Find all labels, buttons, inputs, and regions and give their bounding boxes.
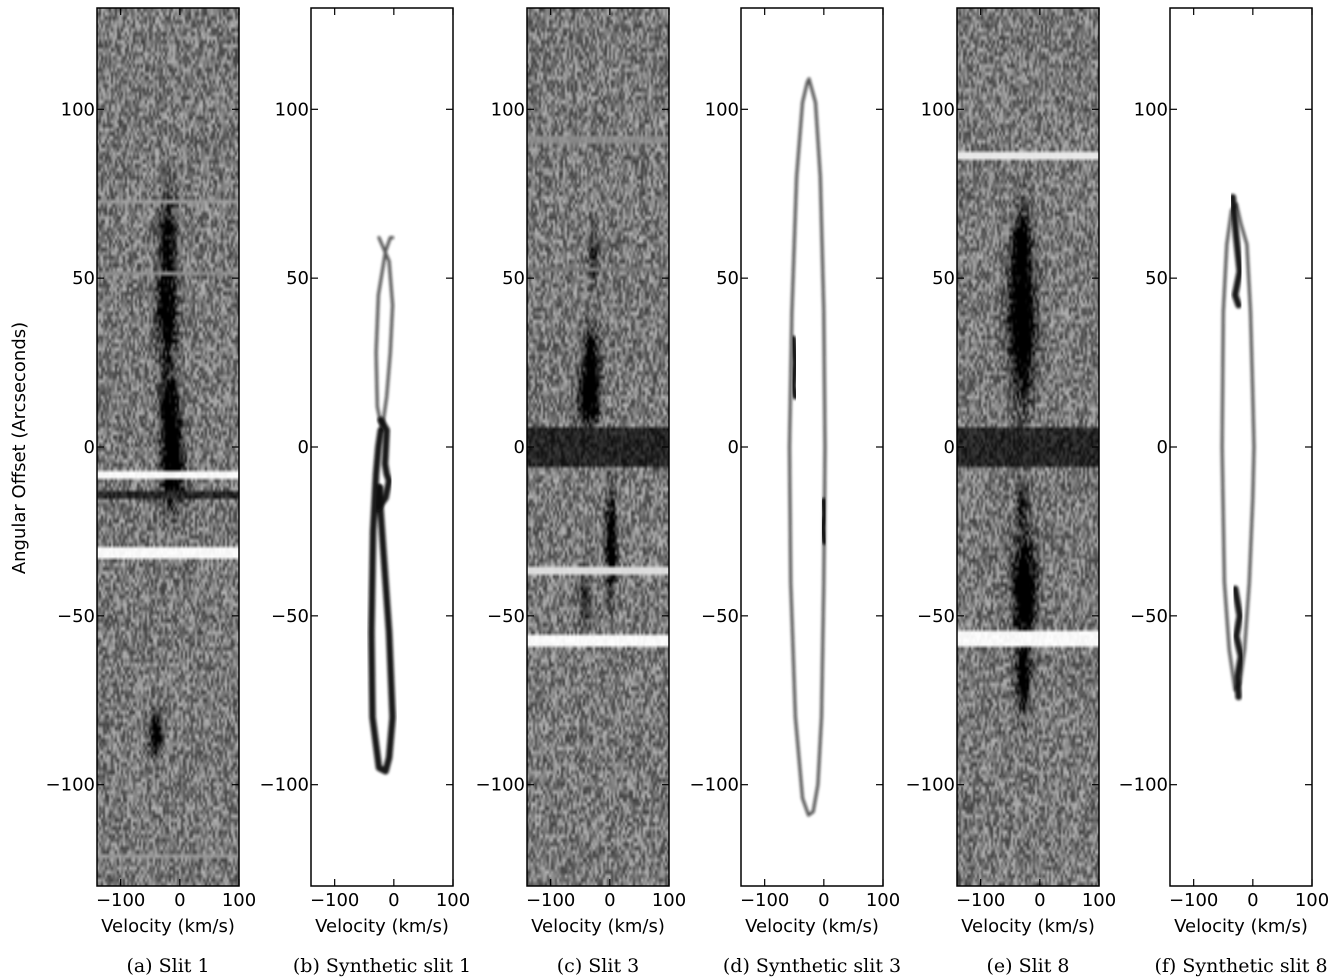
x-tick-label: 100 <box>222 890 256 911</box>
y-tick-label: 100 <box>1134 99 1168 120</box>
x-tick-label: −100 <box>96 890 145 911</box>
y-tick-label: 50 <box>716 268 739 289</box>
spectrum-image <box>97 8 239 886</box>
y-tick-label: 100 <box>275 99 309 120</box>
y-tick-label: 50 <box>1145 268 1168 289</box>
y-tick-label: −50 <box>1130 606 1168 627</box>
y-tick-label: 100 <box>705 99 739 120</box>
x-tick-label: −100 <box>526 890 575 911</box>
x-axis-label: Velocity (km/s) <box>745 916 879 937</box>
x-axis-label: Velocity (km/s) <box>101 916 235 937</box>
y-tick-label: 0 <box>728 437 739 458</box>
y-tick-label: −50 <box>57 606 95 627</box>
y-tick-label: 50 <box>502 268 525 289</box>
panel-caption: (b) Synthetic slit 1 <box>293 955 471 977</box>
x-tick-label: 100 <box>652 890 686 911</box>
y-tick-label: −50 <box>487 606 525 627</box>
x-tick-label: −100 <box>740 890 789 911</box>
x-tick-label: 100 <box>1295 890 1329 911</box>
x-axis-label: Velocity (km/s) <box>315 916 449 937</box>
x-tick-label: 0 <box>604 890 615 911</box>
y-axis-label: Angular Offset (Arcseconds) <box>9 322 30 574</box>
x-tick-label: −100 <box>310 890 359 911</box>
x-axis-label: Velocity (km/s) <box>1174 916 1308 937</box>
spectrum-image <box>527 8 669 886</box>
emission-knot <box>375 416 393 512</box>
y-tick-label: −100 <box>260 775 309 796</box>
x-tick-label: 100 <box>1082 890 1116 911</box>
panel-2: −100 −50 0 50 100 −100 0 100 Velocity (km/s) (b) … <box>260 7 471 977</box>
panel-caption: (d) Synthetic slit 3 <box>723 955 901 977</box>
panel-5: −100 −50 0 50 100 −100 0 100 Velocity (km/s) (e) … <box>906 7 1116 977</box>
panel-caption: (a) Slit 1 <box>126 955 209 977</box>
y-tick-label: 50 <box>286 268 309 289</box>
panel-caption: (e) Slit 8 <box>986 955 1069 977</box>
emission-knot <box>1231 585 1245 701</box>
emission-knot <box>789 335 799 400</box>
panel-4: −100 −50 0 50 100 −100 0 100 Velocity (km/s) (d) … <box>690 7 901 977</box>
spectrum-image <box>957 8 1099 886</box>
ring-group <box>787 77 829 817</box>
panel-6: −100 −50 0 50 100 −100 0 100 Velocity (km/s) (f) … <box>1119 7 1329 977</box>
y-tick-label: 0 <box>1157 437 1168 458</box>
y-tick-label: 50 <box>72 268 95 289</box>
plot-frame <box>310 7 454 887</box>
y-tick-label: −100 <box>906 775 955 796</box>
y-tick-label: 0 <box>944 437 955 458</box>
y-tick-label: 50 <box>932 268 955 289</box>
y-tick-label: −100 <box>1119 775 1168 796</box>
x-tick-label: 0 <box>1034 890 1045 911</box>
x-tick-label: 0 <box>1247 890 1258 911</box>
ring-group <box>1220 193 1256 701</box>
panel-1: −100 −50 0 50 100 −100 0 100 Velocity (km/s) (a) … <box>46 7 256 977</box>
y-tick-label: −100 <box>46 775 95 796</box>
x-tick-label: 100 <box>436 890 470 911</box>
panel-caption: (f) Synthetic slit 8 <box>1154 955 1327 977</box>
x-tick-label: 0 <box>818 890 829 911</box>
plot-frame <box>1169 7 1313 887</box>
x-tick-label: −100 <box>956 890 1005 911</box>
ring-group <box>368 236 396 775</box>
x-tick-label: 100 <box>866 890 900 911</box>
y-tick-label: 100 <box>921 99 955 120</box>
x-tick-label: −100 <box>1169 890 1218 911</box>
panel-3: −100 −50 0 50 100 −100 0 100 Velocity (km/s) (c) … <box>476 7 686 977</box>
y-tick-label: −100 <box>476 775 525 796</box>
emission-knot <box>1229 193 1244 309</box>
emission-knot <box>368 426 396 775</box>
x-axis-label: Velocity (km/s) <box>531 916 665 937</box>
x-tick-label: 0 <box>388 890 399 911</box>
y-tick-label: 100 <box>61 99 95 120</box>
y-tick-label: 0 <box>514 437 525 458</box>
y-tick-label: −50 <box>917 606 955 627</box>
y-tick-label: −100 <box>690 775 739 796</box>
y-tick-label: −50 <box>271 606 309 627</box>
y-tick-label: −50 <box>701 606 739 627</box>
y-tick-label: 100 <box>491 99 525 120</box>
ring-line <box>787 77 827 817</box>
x-tick-label: 0 <box>174 890 185 911</box>
y-tick-label: 0 <box>298 437 309 458</box>
y-tick-label: 0 <box>84 437 95 458</box>
x-axis-label: Velocity (km/s) <box>961 916 1095 937</box>
emission-knot <box>819 497 829 545</box>
ring-line <box>374 236 395 432</box>
plot-frame <box>740 7 884 887</box>
panel-caption: (c) Slit 3 <box>557 955 639 977</box>
